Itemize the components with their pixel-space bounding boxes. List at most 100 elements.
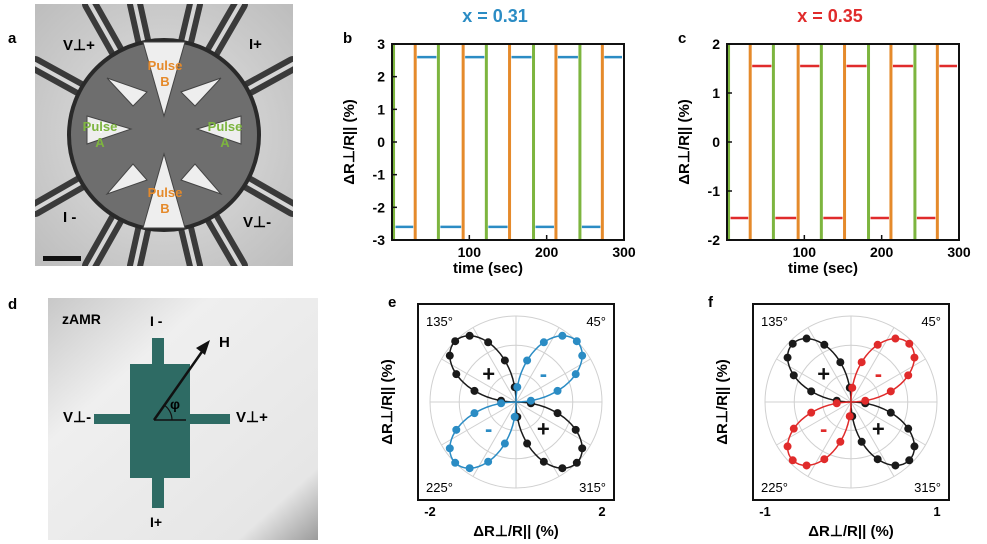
chart-e-series-0-point-13 xyxy=(572,458,581,467)
chart-f-series-0-point-15 xyxy=(904,424,913,433)
panel-letter-a: a xyxy=(8,30,17,47)
chart-e-series-0-point-12 xyxy=(558,464,567,473)
panel-letter-f: f xyxy=(708,294,713,311)
chart-f-series-0-point-13 xyxy=(905,456,914,465)
chart-e-xlabel: ΔR⊥/R|| (%) xyxy=(473,523,559,540)
chart-f-series-1-point-13 xyxy=(788,456,797,465)
chart-e-series-0-point-4 xyxy=(451,337,460,346)
chart-f-series-0-point-2 xyxy=(820,340,829,349)
chart-c-xtick-label-0: 100 xyxy=(793,244,817,260)
chart-f-series-1-point-15 xyxy=(820,455,829,464)
chart-b: 3 2 1 0 -1 -2 -3 100 200 300 time (sec) ΔR⊥/R|| (%) xyxy=(341,36,636,277)
chart-c-plot-frame xyxy=(726,43,960,241)
chart-f-xtick-label-1: 1 xyxy=(933,504,940,519)
label-v-minus: V⊥- xyxy=(243,214,272,231)
chart-b-xtick-label-0: 100 xyxy=(458,244,482,260)
chart-f-series-0-point-3 xyxy=(802,334,811,343)
chart-e-series-0-point-1 xyxy=(500,356,509,365)
chart-b-xtick-label-1: 200 xyxy=(535,244,559,260)
chart-b-ytick-label-4: -1 xyxy=(373,167,386,183)
chart-f-series-0-point-1 xyxy=(836,358,845,367)
chart-f-series-1-point-1 xyxy=(886,387,895,396)
electrode-tips xyxy=(86,41,242,229)
chart-e-series-0-point-5 xyxy=(445,351,454,360)
chart-f-series-1-point-9 xyxy=(832,399,841,408)
panel-letter-c: c xyxy=(678,30,687,47)
chart-f-xtick-label-0: -1 xyxy=(759,504,771,519)
chart-e-series-0-point-15 xyxy=(571,425,580,434)
chart-c-xtick-label-2: 300 xyxy=(947,244,971,260)
chart-b-ylabel: ΔR⊥/R|| (%) xyxy=(341,99,358,185)
scale-bar xyxy=(43,256,81,261)
chart-e-series-1-point-16 xyxy=(500,439,509,448)
chart-f-series-curve-1 xyxy=(786,337,916,467)
chart-c-ylabel: ΔR⊥/R|| (%) xyxy=(676,99,693,185)
chart-e-xtick-label-0: -2 xyxy=(424,504,436,519)
label-pulse-a-right: Pulse A xyxy=(207,119,243,150)
chart-e-angle-label-0: 135° xyxy=(426,314,453,329)
chart-e-ylabel: ΔR⊥/R|| (%) xyxy=(379,359,396,445)
chart-f-xlabel: ΔR⊥/R|| (%) xyxy=(808,523,894,540)
panel-letter-e: e xyxy=(388,294,397,311)
chart-e-plot-frame xyxy=(417,303,615,501)
chart-b-plot-frame xyxy=(391,43,625,241)
chart-f-plot-frame xyxy=(752,303,950,501)
chart-f-angle-label-3: 315° xyxy=(914,480,941,495)
chart-e-series-1-point-11 xyxy=(452,425,461,434)
chart-f-series-1-point-17 xyxy=(845,412,854,421)
chart-c-xtick-label-1: 200 xyxy=(870,244,894,260)
chart-e-series-1-point-13 xyxy=(451,458,460,467)
chart-f: + + - - 135° 45° 225° 315° -1 1 ΔR⊥/R|| (%) ΔR⊥/R||… xyxy=(714,303,950,540)
chart-f-minus-sign-1: - xyxy=(820,416,827,441)
chart-e-plus-sign-1: + xyxy=(537,416,550,441)
chart-e-series-0-point-7 xyxy=(470,386,479,395)
chart-c: 2 1 0 -1 -2 100 200 300 time (sec) ΔR⊥/R|| (%) xyxy=(676,36,971,277)
chart-e-series-0-point-14 xyxy=(578,444,587,453)
chart-e-series-1-point-3 xyxy=(578,351,587,360)
chart-b-ytick-label-6: -3 xyxy=(373,232,386,248)
panel-letter-d: d xyxy=(8,296,18,313)
chart-e-xtick-label-1: 2 xyxy=(598,504,605,519)
label-i-minus: I - xyxy=(63,209,77,226)
chart-e-series-0-point-6 xyxy=(452,370,461,379)
chart-e-angle-label-3: 315° xyxy=(579,480,606,495)
chart-f-series-1-point-4 xyxy=(905,339,914,348)
label-d-i-minus: I - xyxy=(150,313,163,329)
chart-c-ytick-label-2: 0 xyxy=(712,134,720,150)
label-phi-a: φ xyxy=(96,117,107,133)
chart-f-series-1-point-0 xyxy=(861,396,870,405)
chart-e-series-1-point-7 xyxy=(523,356,532,365)
chart-e-series-1-point-2 xyxy=(571,370,580,379)
label-pulse-b-bottom: Pulse B xyxy=(147,185,183,216)
chart-f-ylabel: ΔR⊥/R|| (%) xyxy=(714,359,731,445)
chart-e-series-0-point-3 xyxy=(465,331,474,340)
chart-e-minus-sign-1: - xyxy=(485,416,492,441)
chart-f-series-0-point-6 xyxy=(789,371,798,380)
chart-f-series-1-point-12 xyxy=(783,442,792,451)
chart-f-series-0-point-11 xyxy=(873,455,882,464)
chart-c-ytick-label-0: 2 xyxy=(712,36,720,52)
label-d-i-plus: I+ xyxy=(150,514,163,530)
chart-f-plus-sign-0: + xyxy=(817,362,830,387)
chart-f-series-1-point-14 xyxy=(802,461,811,470)
chart-f-angle-label-0: 135° xyxy=(761,314,788,329)
chart-b-ytick-label-5: -2 xyxy=(373,199,386,215)
chart-e-series-0-point-16 xyxy=(553,409,562,418)
chart-f-series-1-point-2 xyxy=(904,371,913,380)
label-d-v-minus: V⊥- xyxy=(63,409,92,426)
label-d-v-plus: V⊥+ xyxy=(236,409,268,426)
chart-e-angle-label-2: 225° xyxy=(426,480,453,495)
chart-b-ytick-label-3: 0 xyxy=(377,134,385,150)
chart-e-series-1-point-14 xyxy=(465,464,474,473)
chart-e-plus-sign-0: + xyxy=(482,362,495,387)
label-pulse-a-left: Pulse A xyxy=(82,119,118,150)
chart-f-series-1-point-16 xyxy=(836,437,845,446)
chart-c-ytick-label-3: -1 xyxy=(708,183,721,199)
chart-e-series-1-point-4 xyxy=(572,337,581,346)
chart-e: + + - - 135° 45° 225° 315° -2 2 ΔR⊥/R|| (%) ΔR⊥/R||… xyxy=(379,303,615,540)
chart-b-ytick-label-1: 2 xyxy=(377,69,385,85)
chart-b-xlabel: time (sec) xyxy=(453,260,523,277)
panel-letter-b: b xyxy=(343,30,353,47)
chart-f-series-1-point-3 xyxy=(910,353,919,362)
chart-e-series-1-point-5 xyxy=(558,331,567,340)
